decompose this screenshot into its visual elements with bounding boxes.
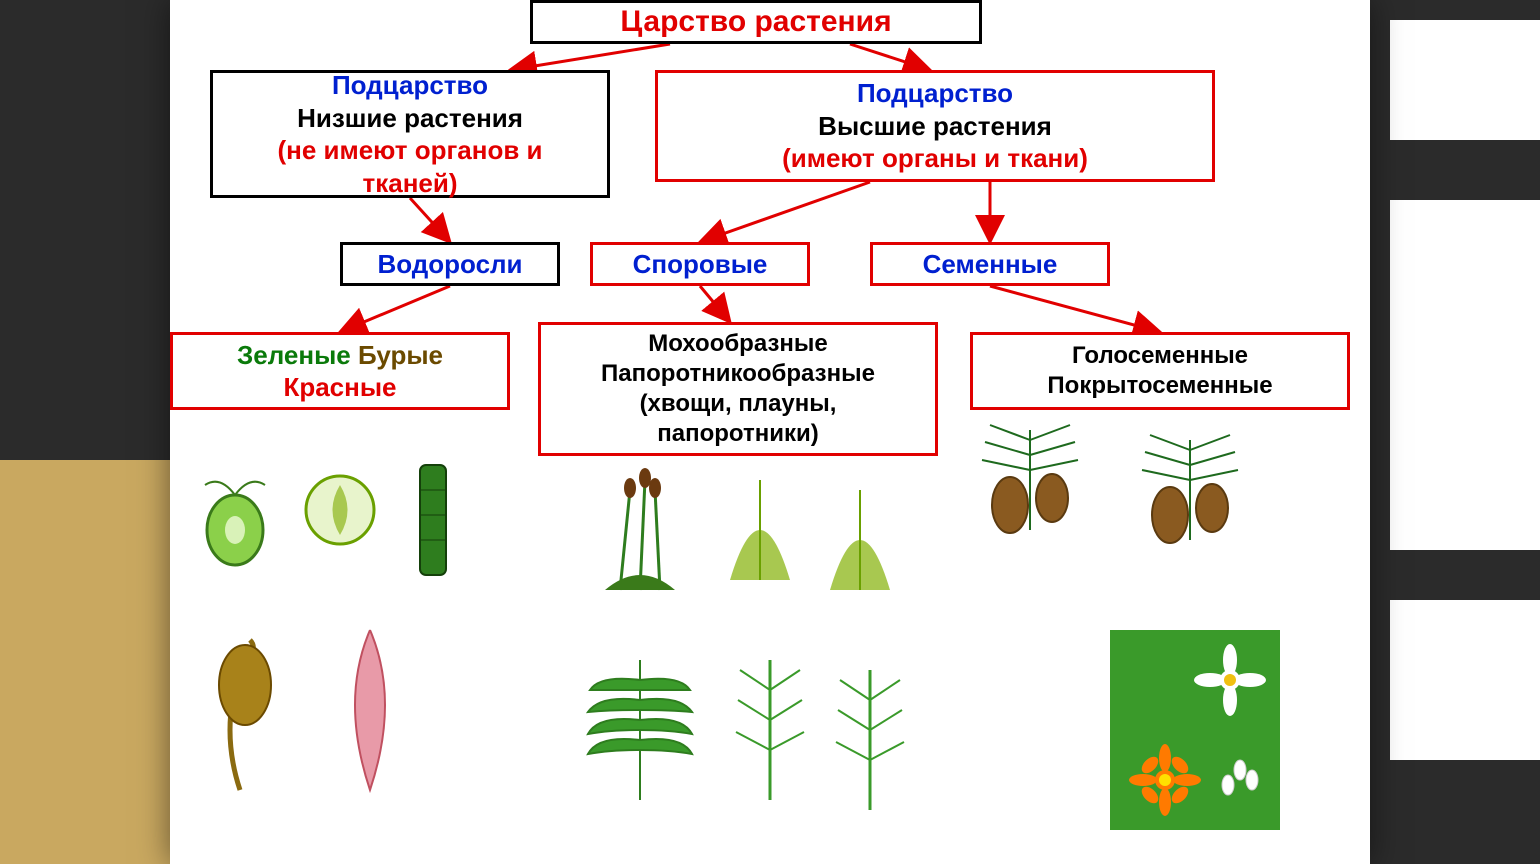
- node-seed-types: ГолосеменныеПокрытосеменные: [970, 332, 1350, 410]
- node-text: Споровые: [633, 248, 768, 281]
- node-kingdom: Царство растения: [530, 0, 982, 44]
- plant-icon: [970, 420, 1100, 580]
- node-text: (хвощи, плауны,: [640, 389, 837, 419]
- illustration-algae: [190, 460, 530, 830]
- diagram-slide: Царство растения ПодцарствоНизшие растен…: [170, 0, 1370, 864]
- node-seed: Семенные: [870, 242, 1110, 286]
- node-text: (имеют органы и ткани): [782, 142, 1088, 175]
- plant-icon: [1130, 430, 1280, 610]
- node-text: Семенные: [923, 248, 1058, 281]
- node-text: Подцарство: [857, 77, 1013, 110]
- node-text: Мохообразные: [648, 329, 828, 359]
- illustration-spore: [570, 460, 950, 830]
- node-text: Покрытосеменные: [1047, 371, 1272, 401]
- plant-icon: [410, 460, 460, 580]
- plant-icon: [580, 650, 710, 810]
- node-algae-types: Зеленые БурыеКрасные: [170, 332, 510, 410]
- node-text: Зеленые Бурые: [237, 339, 443, 372]
- plant-icon: [330, 620, 420, 810]
- slide-deco-left: [0, 460, 170, 864]
- node-text: Подцарство: [332, 69, 488, 102]
- node-algae: Водоросли: [340, 242, 560, 286]
- plant-icon: [720, 460, 810, 590]
- plant-icon: [600, 460, 690, 600]
- node-text: Голосеменные: [1072, 341, 1248, 371]
- deco-panel: [1390, 20, 1540, 140]
- node-text: Папоротникообразные: [601, 359, 875, 389]
- node-text: (не имеют органов и: [277, 134, 542, 167]
- node-text: папоротники): [657, 419, 818, 449]
- node-text: Высшие растения: [818, 110, 1052, 143]
- illustration-seed: [960, 420, 1360, 840]
- node-text: Низшие растения: [297, 102, 523, 135]
- plant-icon: [830, 660, 920, 810]
- plant-icon: [820, 470, 920, 600]
- plant-icon: [1110, 630, 1290, 840]
- node-text: тканей): [362, 167, 457, 200]
- deco-panel: [1390, 600, 1540, 760]
- node-subkingdom-higher: ПодцарствоВысшие растения(имеют органы и…: [655, 70, 1215, 182]
- deco-panel: [1390, 200, 1540, 550]
- plant-icon: [210, 630, 290, 810]
- node-subkingdom-lower: ПодцарствоНизшие растения(не имеют орган…: [210, 70, 610, 198]
- plant-icon: [200, 480, 280, 580]
- node-text: Царство растения: [620, 3, 891, 41]
- node-text: Красные: [283, 371, 396, 404]
- node-text: Водоросли: [377, 248, 522, 281]
- plant-icon: [300, 470, 380, 550]
- node-spore-types: МохообразныеПапоротникообразные(хвощи, п…: [538, 322, 938, 456]
- plant-icon: [730, 650, 820, 810]
- slide-deco-right: [1370, 0, 1540, 864]
- node-spore: Споровые: [590, 242, 810, 286]
